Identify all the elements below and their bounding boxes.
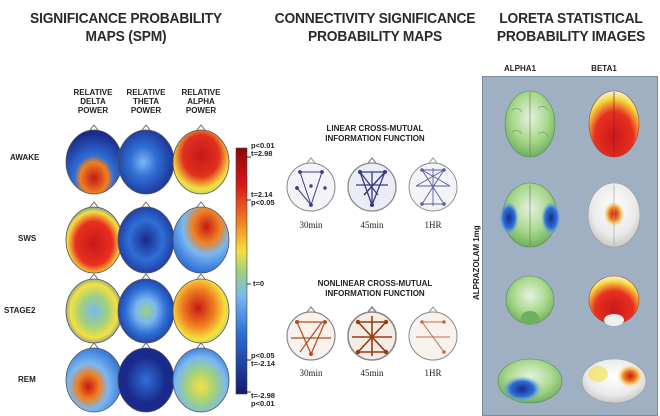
- colorbar-label-top: p<0.01 t=2.98: [251, 141, 275, 158]
- brain-beta1-side: [581, 358, 647, 404]
- loreta-col-alpha1: ALPHA1: [503, 64, 536, 73]
- nonlinear-time-1hr: 1HR: [424, 368, 442, 378]
- nonlinear-head-45min: [347, 305, 397, 361]
- row-label-awake: AWAKE: [10, 153, 40, 162]
- nonlinear-head-1hr: [408, 306, 458, 361]
- column-head-delta: RELATIVE DELTA POWER: [73, 88, 113, 115]
- nonlinear-subtitle: NONLINEAR CROSS-MUTUAL INFORMATION FUNCT…: [317, 279, 433, 298]
- nonlinear-time-30min: 30min: [299, 368, 323, 378]
- colorbar-label-bottom: t=-2.98 p<0.01: [251, 391, 275, 408]
- column-head-alpha: RELATIVE ALPHA POWER: [181, 88, 221, 115]
- brain-beta1-bottom: [587, 182, 641, 248]
- nonlinear-head-30min: [286, 306, 336, 361]
- linear-head-45min: [347, 156, 397, 212]
- brain-alpha1-side: [497, 358, 563, 404]
- spm-title: SIGNIFICANCE PROBABILITY MAPS (SPM): [16, 10, 237, 46]
- colorbar-label-lower: p<0.05 t=-2.14: [251, 351, 275, 368]
- connectivity-title-line1: CONNECTIVITY SIGNIFICANCE: [274, 10, 476, 27]
- linear-head-30min: [286, 157, 336, 212]
- loreta-title: LORETA STATISTICAL PROBABILITY IMAGES: [489, 10, 653, 46]
- brain-beta1-top: [588, 90, 640, 158]
- spm-colorbar: [235, 147, 248, 395]
- spm-title-line1: SIGNIFICANCE PROBABILITY: [30, 10, 222, 27]
- brain-alpha1-top: [504, 90, 556, 158]
- brain-alpha1-bottom: [499, 182, 561, 248]
- head-map-awake-alpha: [172, 124, 230, 195]
- loreta-title-line1: LORETA STATISTICAL: [499, 10, 643, 27]
- loreta-title-line2: PROBABILITY IMAGES: [496, 28, 646, 45]
- colorbar-label-zero: t=0: [253, 279, 265, 288]
- spm-title-line2: MAPS (SPM): [85, 28, 167, 45]
- linear-time-1hr: 1HR: [424, 220, 442, 230]
- loreta-col-beta1: BETA1: [591, 64, 617, 73]
- linear-head-1hr: [408, 157, 458, 212]
- column-head-theta: RELATIVE THETA POWER: [126, 88, 166, 115]
- linear-subtitle: LINEAR CROSS-MUTUAL INFORMATION FUNCTION: [325, 124, 425, 143]
- row-label-rem: REM: [18, 375, 36, 384]
- linear-time-45min: 45min: [360, 220, 384, 230]
- brain-beta1-front: [588, 275, 640, 326]
- head-map-sws-alpha: [172, 201, 230, 274]
- nonlinear-time-45min: 45min: [360, 368, 384, 378]
- connectivity-title: CONNECTIVITY SIGNIFICANCE PROBABILITY MA…: [271, 10, 479, 46]
- brain-alpha1-front: [505, 275, 555, 325]
- colorbar-label-upper: t=2.14 p<0.05: [251, 190, 275, 207]
- linear-time-30min: 30min: [299, 220, 323, 230]
- row-label-stage2: STAGE2: [4, 306, 36, 315]
- connectivity-title-line2: PROBABILITY MAPS: [307, 28, 443, 45]
- head-map-rem-alpha: [172, 342, 230, 413]
- row-label-sws: SWS: [18, 234, 37, 243]
